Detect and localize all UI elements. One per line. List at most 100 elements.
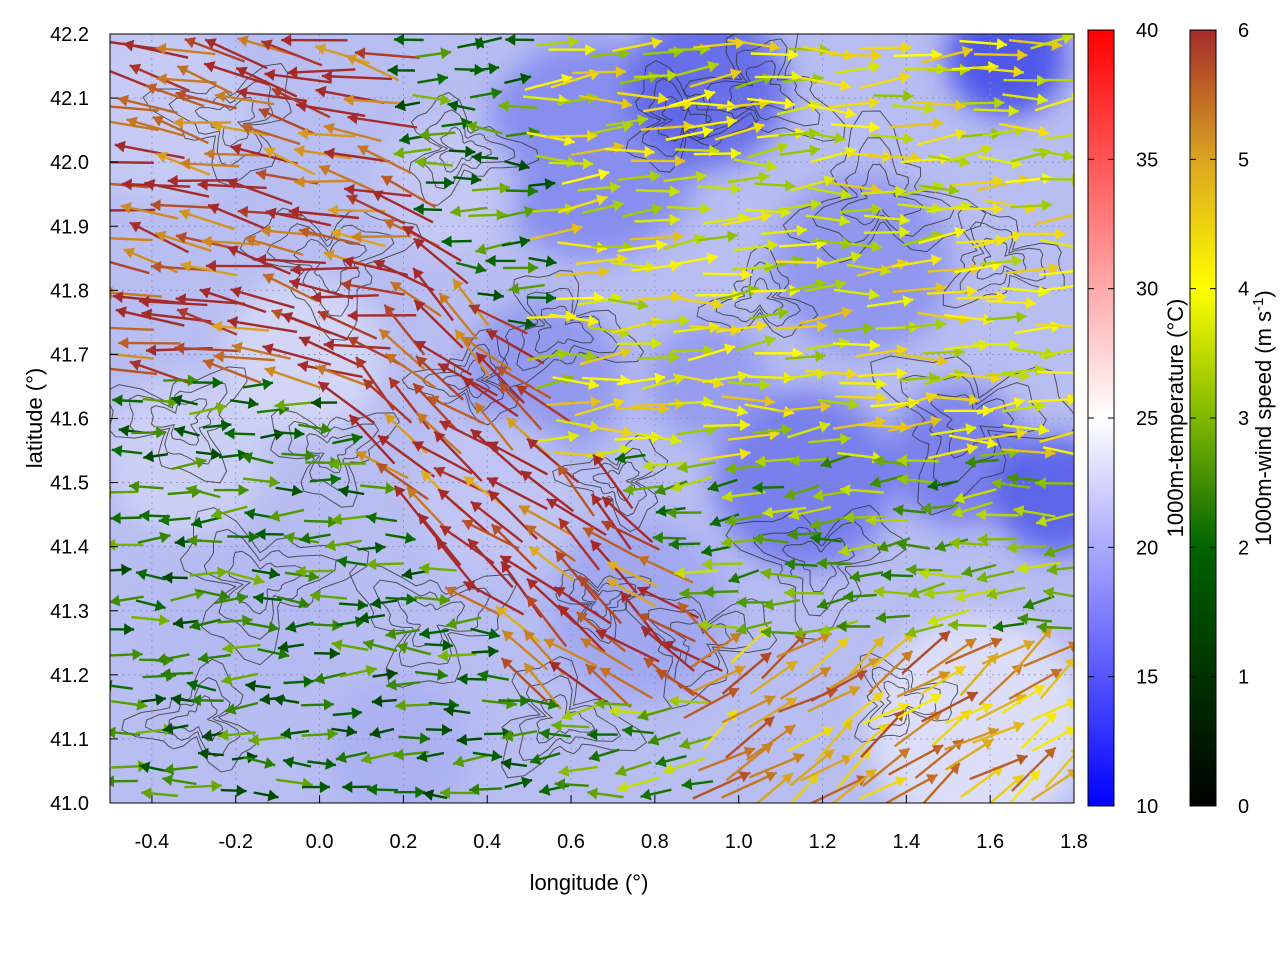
- wind-vector-head: [115, 306, 127, 318]
- wind-vector-head: [385, 482, 396, 495]
- wind-vector-head: [439, 293, 451, 305]
- wind-vector-head: [613, 397, 625, 410]
- wind-vector: [227, 319, 298, 334]
- wind-vector-head: [819, 43, 830, 56]
- wind-vector-head: [1070, 749, 1074, 754]
- wind-vector-head: [551, 719, 562, 732]
- wind-vector-head: [898, 748, 910, 760]
- wind-vector: [235, 66, 298, 98]
- wind-vector-head: [201, 235, 212, 248]
- wind-vector-head: [839, 214, 850, 227]
- wind-vector: [580, 637, 634, 672]
- wind-vector-head: [385, 627, 397, 640]
- wind-vector-head: [357, 599, 368, 611]
- wind-vector-head: [118, 424, 130, 437]
- wind-vector-head: [901, 650, 913, 663]
- wind-vector-head: [559, 518, 570, 530]
- wind-vector: [1037, 284, 1074, 293]
- wind-vector-head: [585, 349, 597, 362]
- wind-vector-head: [416, 750, 428, 763]
- wind-vector-head: [619, 444, 631, 456]
- wind-vector-head: [931, 744, 944, 756]
- wind-vector: [230, 288, 295, 309]
- colorbar-tick-label: 20: [1136, 537, 1158, 559]
- wind-vector-head: [298, 596, 310, 609]
- wind-vector-head: [576, 612, 589, 623]
- wind-vector-head: [461, 117, 473, 130]
- wind-vector-head: [366, 512, 377, 524]
- wind-vector-head: [495, 606, 508, 618]
- wind-vector-head: [132, 648, 143, 661]
- wind-vector-head: [938, 631, 950, 643]
- wind-vector-head: [960, 63, 970, 76]
- wind-vector-head: [1017, 49, 1028, 61]
- wind-vector-head: [218, 589, 230, 602]
- wind-vector-head: [723, 343, 736, 355]
- wind-vector-head: [726, 709, 738, 722]
- wind-vector-head: [896, 454, 907, 467]
- wind-vector-head: [501, 658, 513, 670]
- wind-vector-head: [462, 377, 475, 389]
- wind-vector-head: [224, 427, 235, 440]
- wind-vector: [317, 310, 378, 340]
- wind-vector: [498, 381, 543, 431]
- wind-vector-head: [845, 107, 857, 119]
- wind-vector-head: [475, 402, 486, 415]
- wind-vector: [1037, 370, 1074, 375]
- wind-vector-head: [138, 295, 150, 308]
- wind-vector: [417, 512, 462, 566]
- wind-vector-head: [520, 470, 533, 482]
- x-tick-label: 1.2: [809, 831, 837, 853]
- wind-vector: [495, 365, 552, 400]
- wind-vector-head: [238, 484, 249, 497]
- y-tick-label: 41.3: [50, 601, 89, 623]
- wind-vector-head: [784, 586, 795, 599]
- wind-vector-head: [992, 620, 1004, 633]
- wind-vector-head: [602, 496, 614, 508]
- wind-vector-head: [823, 175, 835, 187]
- wind-vector-head: [87, 253, 98, 265]
- wind-vector-head: [835, 278, 847, 291]
- y-tick-label: 42.0: [50, 152, 89, 174]
- wind-vector-head: [423, 789, 435, 801]
- wind-vector-head: [211, 320, 223, 333]
- wind-vector-head: [175, 231, 187, 244]
- wind-vector-head: [818, 421, 831, 433]
- wind-vector-head: [111, 445, 123, 457]
- wind-vector: [298, 336, 363, 368]
- wind-vector-head: [1078, 128, 1089, 140]
- wind-vector-head: [419, 562, 430, 575]
- wind-vector-head: [896, 538, 907, 551]
- wind-vector-head: [158, 514, 170, 526]
- wind-vector: [287, 68, 356, 74]
- wind-vector-head: [841, 306, 853, 319]
- wind-vector: [1038, 269, 1074, 277]
- wind-vector-head: [903, 132, 914, 145]
- wind-vector-head: [707, 480, 720, 492]
- wind-vector-head: [248, 733, 260, 746]
- wind-vector-head: [346, 54, 358, 66]
- wind-vector: [1044, 753, 1074, 789]
- wind-vector-head: [729, 632, 742, 644]
- wind-vector-head: [1071, 92, 1074, 102]
- x-axis-ticks: -0.4 -0.2 0.0 0.2 0.4 0.6 0.8 1.0 1.2 1.4 1.6 1.8: [135, 795, 1088, 853]
- wind-vector-head: [347, 309, 358, 322]
- wind-vector: [692, 771, 751, 800]
- wind-vector-head: [171, 394, 183, 407]
- wind-vector-head: [336, 555, 348, 568]
- wind-vector-head: [648, 734, 660, 746]
- wind-vector-head: [954, 99, 966, 112]
- wind-vector: [461, 376, 519, 418]
- wind-vector-head: [879, 264, 891, 277]
- wind-vector-head: [539, 727, 550, 740]
- wind-vector-head: [154, 599, 166, 612]
- wind-vector-head: [677, 461, 689, 473]
- wind-vector-head: [156, 426, 167, 439]
- wind-vector: [362, 378, 413, 424]
- wind-vector-head: [894, 776, 907, 788]
- wind-vector-head: [205, 259, 216, 272]
- wind-vector: [515, 384, 571, 423]
- wind-vector: [553, 585, 612, 625]
- wind-vector-head: [351, 433, 363, 445]
- wind-vector-head: [816, 557, 827, 570]
